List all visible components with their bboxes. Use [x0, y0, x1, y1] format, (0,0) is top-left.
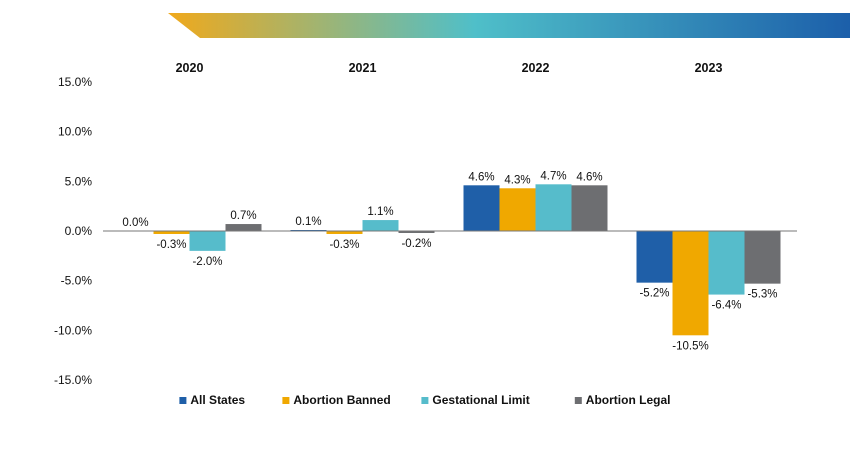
- legend-swatch: [421, 397, 429, 404]
- data-label: -5.2%: [639, 288, 669, 300]
- y-tick-label: -10.0%: [54, 323, 92, 337]
- data-labels: 0.0% -0.3% -2.0% 0.7% 0.1% -0.3% 1.1% -0.2% 4.6%…: [122, 170, 777, 352]
- y-tick-label: 5.0%: [65, 174, 93, 188]
- bar-gestational-limit-2021: [362, 220, 399, 231]
- data-label: 4.6%: [576, 171, 602, 183]
- legend-label: Abortion Banned: [293, 393, 390, 407]
- bars: [153, 184, 781, 336]
- data-label: -5.3%: [747, 289, 777, 301]
- bar-abortion-legal-2022: [571, 185, 608, 231]
- y-tick-label: 0.0%: [65, 224, 93, 238]
- data-label: -2.0%: [192, 256, 222, 268]
- data-label: 4.6%: [468, 171, 494, 183]
- data-label: -10.5%: [672, 340, 708, 352]
- data-label: 4.7%: [540, 170, 566, 182]
- category-label-2021: 2021: [349, 61, 377, 75]
- header-banner: [168, 13, 850, 38]
- data-label: 0.1%: [295, 216, 321, 228]
- data-label: 0.0%: [122, 217, 148, 229]
- y-tick-label: 15.0%: [58, 75, 92, 89]
- bar-abortion-banned-2022: [499, 188, 536, 231]
- data-label: -0.2%: [401, 238, 431, 250]
- bar-all-states-2022: [463, 185, 500, 231]
- bar-abortion-banned-2020: [153, 231, 190, 234]
- y-tick-label: 10.0%: [58, 125, 92, 139]
- bar-abortion-legal-2021: [398, 231, 435, 233]
- data-label: -0.3%: [156, 239, 186, 251]
- y-axis: 15.0% 10.0% 5.0% 0.0% -5.0% -10.0% -15.0%: [54, 75, 92, 387]
- category-labels: 2020 2021 2022 2023: [176, 61, 723, 75]
- bar-abortion-legal-2023: [744, 231, 781, 284]
- legend: All States Abortion Banned Gestational Lim…: [179, 393, 670, 407]
- legend-label: Gestational Limit: [432, 393, 529, 407]
- data-label: 0.7%: [230, 210, 256, 222]
- bar-all-states-2023: [636, 231, 673, 283]
- y-tick-label: -15.0%: [54, 373, 92, 387]
- bar-gestational-limit-2020: [189, 231, 226, 251]
- data-label: 1.1%: [367, 206, 393, 218]
- bar-abortion-legal-2020: [225, 224, 262, 231]
- y-tick-label: -5.0%: [61, 274, 93, 288]
- data-label: -0.3%: [329, 239, 359, 251]
- legend-label: All States: [190, 393, 245, 407]
- legend-swatch: [574, 397, 582, 404]
- bar-gestational-limit-2022: [535, 184, 572, 231]
- bar-abortion-banned-2021: [326, 231, 363, 234]
- bar-gestational-limit-2023: [708, 231, 745, 295]
- legend-swatch: [282, 397, 290, 404]
- legend-swatch: [179, 397, 187, 404]
- legend-label: Abortion Legal: [586, 393, 671, 407]
- category-label-2020: 2020: [176, 61, 204, 75]
- data-label: 4.3%: [504, 174, 530, 186]
- category-label-2023: 2023: [695, 61, 723, 75]
- data-label: -6.4%: [711, 300, 741, 312]
- category-label-2022: 2022: [522, 61, 550, 75]
- bar-abortion-banned-2023: [672, 231, 709, 336]
